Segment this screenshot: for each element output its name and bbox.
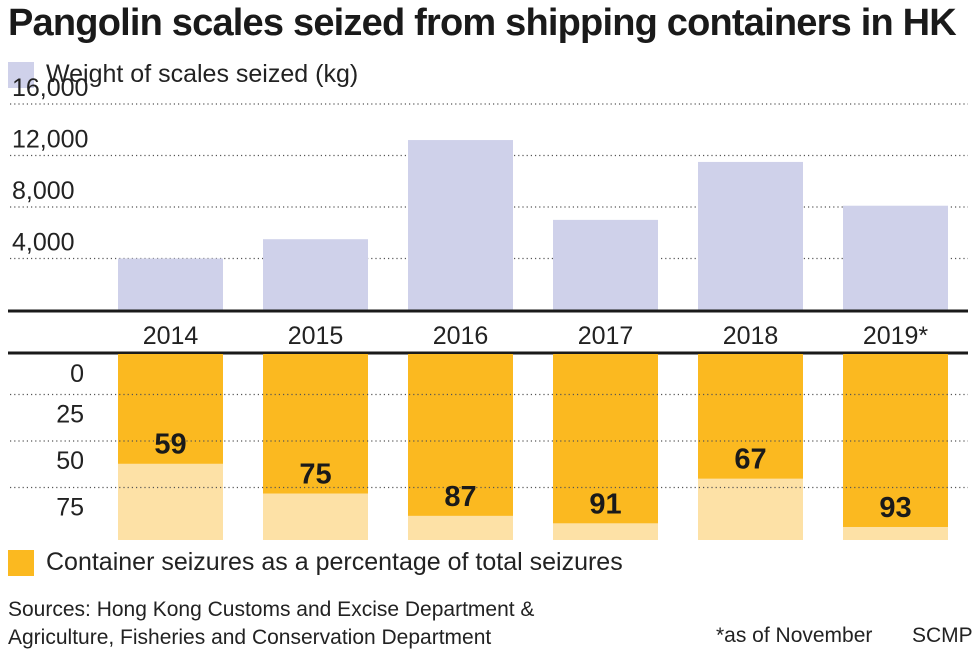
share-tick-label: 50 xyxy=(56,447,84,475)
share-value-label: 91 xyxy=(589,488,621,520)
year-label: 2014 xyxy=(143,322,199,350)
legend-container-share: Container seizures as a percentage of to… xyxy=(8,548,623,577)
weight-bar xyxy=(698,161,803,310)
share-bar xyxy=(698,354,803,479)
year-label: 2017 xyxy=(578,322,634,350)
weight-bar xyxy=(408,140,513,310)
share-bar xyxy=(118,354,223,464)
share-value-label: 59 xyxy=(154,429,186,461)
share-tick-label: 75 xyxy=(56,494,84,522)
year-label: 2019* xyxy=(863,322,929,350)
weight-tick-label: 4,000 xyxy=(12,229,75,257)
chart-title: Pangolin scales seized from shipping con… xyxy=(8,2,957,44)
legend-weight-label: Weight of scales seized (kg) xyxy=(46,60,359,88)
share-bar xyxy=(408,354,513,516)
legend-container-share-swatch xyxy=(8,549,34,576)
weight-tick-label: 12,000 xyxy=(12,126,88,154)
legend-container-share-label: Container seizures as a percentage of to… xyxy=(46,548,623,576)
year-label: 2016 xyxy=(433,322,489,350)
weight-tick-label: 16,000 xyxy=(12,74,88,102)
weight-bar xyxy=(263,239,368,310)
share-value-label: 93 xyxy=(879,492,911,524)
share-bar xyxy=(263,354,368,494)
year-label: 2018 xyxy=(723,322,779,350)
share-tick-label: 0 xyxy=(70,360,84,388)
share-bar xyxy=(553,354,658,524)
year-label: 2015 xyxy=(288,322,344,350)
share-tick-label: 25 xyxy=(56,401,84,429)
weight-tick-label: 8,000 xyxy=(12,177,75,205)
sources-line-1: Sources: Hong Kong Customs and Excise De… xyxy=(8,598,535,621)
sources: Sources: Hong Kong Customs and Excise De… xyxy=(8,596,534,652)
legend-weight-swatch xyxy=(8,61,34,88)
weight-bar xyxy=(553,219,658,310)
legend-weight: Weight of scales seized (kg) xyxy=(8,60,358,89)
footnote: *as of November xyxy=(716,624,873,647)
share-value-label: 67 xyxy=(734,444,766,476)
weight-bar xyxy=(843,205,948,310)
share-value-label: 75 xyxy=(299,459,331,491)
share-value-label: 87 xyxy=(444,481,476,513)
credit: SCMP xyxy=(912,624,972,647)
weight-bar xyxy=(118,258,223,310)
sources-line-2: Agriculture, Fisheries and Conservation … xyxy=(8,626,492,649)
